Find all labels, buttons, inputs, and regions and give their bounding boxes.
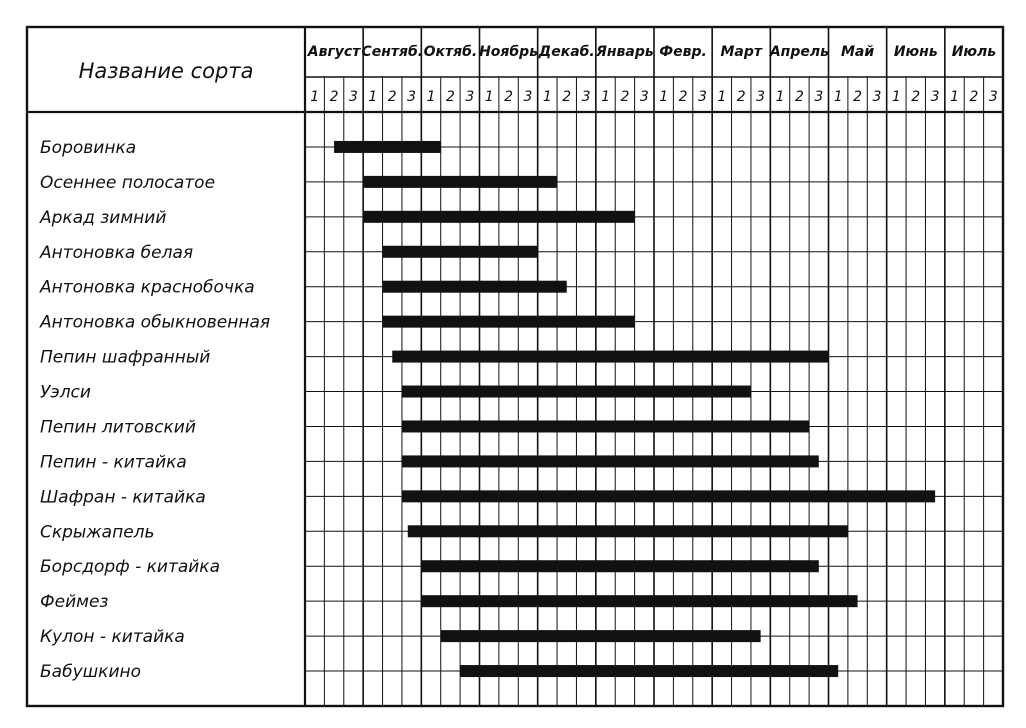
ripening-bar <box>363 210 635 223</box>
decade-label: 2 <box>620 89 629 105</box>
variety-name: Осеннее полосатое <box>40 173 215 193</box>
decade-label: 1 <box>834 89 843 105</box>
decade-label: 2 <box>737 89 746 105</box>
decade-label: 3 <box>349 89 358 105</box>
ripening-bar <box>421 595 858 608</box>
variety-name: Аркад зимний <box>39 208 166 228</box>
ripening-bar <box>401 385 751 398</box>
month-label: Июль <box>952 44 997 60</box>
decade-label: 3 <box>873 89 882 105</box>
ripening-bar <box>460 665 839 678</box>
decade-label: 2 <box>504 89 513 105</box>
decade-label: 1 <box>659 89 668 105</box>
decade-label: 3 <box>989 89 998 105</box>
header-label: Название сорта <box>79 59 254 83</box>
decade-label: 3 <box>814 89 823 105</box>
decade-label: 1 <box>310 89 319 105</box>
variety-name: Уэлси <box>40 383 91 403</box>
variety-name: Скрыжапель <box>40 522 155 542</box>
month-label: Март <box>720 44 762 60</box>
ripening-bar <box>440 630 761 643</box>
variety-name: Борсдорф - китайка <box>40 557 220 577</box>
decade-label: 2 <box>679 89 688 105</box>
ripening-bar <box>407 525 848 538</box>
ripening-bar <box>401 420 810 433</box>
decade-label: 3 <box>756 89 765 105</box>
decade-label: 2 <box>562 89 571 105</box>
decade-label: 1 <box>601 89 610 105</box>
decade-label: 1 <box>717 89 726 105</box>
variety-name: Пепин - китайка <box>40 452 187 472</box>
decade-label: 3 <box>465 89 474 105</box>
decade-label: 3 <box>582 89 591 105</box>
decade-label: 1 <box>892 89 901 105</box>
decade-label: 2 <box>911 89 920 105</box>
ripening-bar <box>382 315 635 328</box>
decade-label: 1 <box>543 89 552 105</box>
decade-label: 2 <box>795 89 804 105</box>
table-frame <box>25 25 1005 708</box>
decade-label: 2 <box>330 89 339 105</box>
decade-label: 1 <box>950 89 959 105</box>
variety-name: Пепин шафранный <box>40 348 210 368</box>
decade-label: 2 <box>388 89 397 105</box>
ripening-bar <box>334 140 441 153</box>
decade-label: 1 <box>427 89 436 105</box>
decade-label: 3 <box>931 89 940 105</box>
ripening-bar <box>401 490 936 503</box>
ripening-bar <box>401 455 819 468</box>
ripening-bar <box>392 350 829 363</box>
month-label: Октяб. <box>424 44 478 60</box>
month-label: Май <box>841 44 874 60</box>
decade-label: 3 <box>698 89 707 105</box>
variety-name: Боровинка <box>40 138 136 158</box>
variety-name: Кулон - китайка <box>40 627 185 647</box>
variety-name: Антоновка обыкновенная <box>39 313 270 333</box>
decade-label: 2 <box>969 89 978 105</box>
month-label: Апрель <box>769 44 829 60</box>
ripening-bar <box>421 560 819 573</box>
month-label: Декаб. <box>538 44 595 60</box>
variety-name: Антоновка белая <box>39 243 193 263</box>
decade-label: 1 <box>776 89 785 105</box>
variety-name: Шафран - китайка <box>40 487 206 507</box>
decade-label: 3 <box>524 89 533 105</box>
ripening-bar <box>382 245 538 258</box>
decade-label: 1 <box>368 89 377 105</box>
variety-name: Антоновка краснобочка <box>39 278 255 298</box>
variety-name: Феймез <box>40 592 108 612</box>
ripening-bar <box>382 280 567 293</box>
month-label: Август <box>307 44 361 60</box>
month-label: Ноябрь <box>479 44 538 60</box>
decade-label: 3 <box>640 89 649 105</box>
ripening-bar <box>363 175 558 188</box>
month-label: Июнь <box>894 44 938 60</box>
variety-name: Пепин литовский <box>40 417 196 437</box>
decade-label: 2 <box>446 89 455 105</box>
decade-label: 3 <box>407 89 416 105</box>
decade-label: 1 <box>485 89 494 105</box>
month-label: Январь <box>595 44 654 60</box>
variety-name: Бабушкино <box>40 662 141 682</box>
month-label: Сентяб. <box>361 44 423 60</box>
month-label: Февр. <box>659 44 707 60</box>
decade-label: 2 <box>853 89 862 105</box>
